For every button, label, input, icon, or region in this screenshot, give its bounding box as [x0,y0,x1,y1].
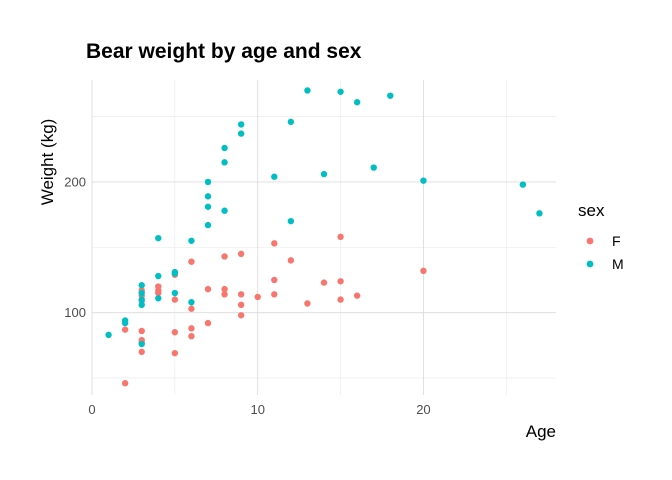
x-tick-label: 20 [416,402,430,417]
data-point [155,283,162,290]
data-point [188,298,195,306]
data-point [221,144,228,152]
y-tick-label: 100 [64,305,86,320]
x-tick-label: 0 [88,402,95,417]
y-tick-labels: 100 200 [64,174,86,320]
data-point [188,332,195,340]
data-point [370,164,377,171]
data-point [353,99,361,106]
data-point [121,380,129,387]
data-point [237,121,245,128]
data-point [138,289,145,297]
data-point [271,276,278,284]
data-point [105,331,112,339]
legend-label-f: F [612,233,621,249]
data-point [171,329,179,336]
data-point [353,292,361,299]
data-point [420,267,427,275]
data-point [188,325,195,332]
data-point [138,296,145,303]
data-point [237,291,245,298]
data-point [237,312,245,319]
chart-title: Bear weight by age and sex [86,40,362,63]
data-point [221,253,228,260]
data-point [536,210,543,217]
data-point [237,130,245,137]
data-point [221,207,228,214]
data-point [138,340,145,348]
data-point [221,285,228,293]
legend: sex FM [578,201,624,272]
data-point [171,289,179,297]
data-point [138,301,145,309]
data-point [171,268,179,276]
grid [91,80,556,395]
data-point [171,296,179,303]
legend-label-m: M [612,256,624,272]
data-point [304,87,311,94]
data-point [155,272,162,280]
data-point [320,170,328,178]
x-axis-title: Age [526,422,556,441]
data-point [271,240,278,247]
data-point [204,319,212,327]
x-tick-labels: 0 10 20 [88,402,430,417]
data-point [188,258,195,265]
x-tick-label: 10 [250,402,264,417]
data-point [138,282,145,289]
data-point [155,295,162,302]
data-point [237,301,245,309]
data-point [387,92,394,99]
data-point [271,291,278,298]
legend-key-f [586,237,594,245]
data-point [320,279,328,286]
data-point [171,349,179,357]
data-point [221,159,228,166]
data-point [204,221,212,229]
data-point [121,317,129,324]
data-point [304,300,311,307]
data-point [519,181,527,188]
legend-key-m [586,260,594,268]
data-point [204,285,212,293]
data-point [138,348,145,356]
data-point [237,250,245,258]
data-point [138,327,145,335]
data-points [105,87,543,387]
data-point [204,193,212,200]
data-point [204,178,212,186]
data-point [121,326,129,333]
data-point [287,217,295,225]
data-point [337,296,344,303]
data-point [337,88,344,95]
y-axis-title: Weight (kg) [38,119,57,206]
series-m [105,87,543,348]
data-point [287,257,295,264]
data-point [188,305,195,312]
data-point [221,291,228,298]
data-point [271,173,278,180]
data-point [337,233,344,241]
data-point [420,177,427,184]
data-point [188,237,195,244]
legend-title: sex [578,201,605,220]
data-point [287,118,295,126]
data-point [204,203,212,210]
y-tick-label: 200 [64,174,86,189]
data-point [337,278,344,285]
data-point [155,234,162,242]
data-point [254,293,261,301]
